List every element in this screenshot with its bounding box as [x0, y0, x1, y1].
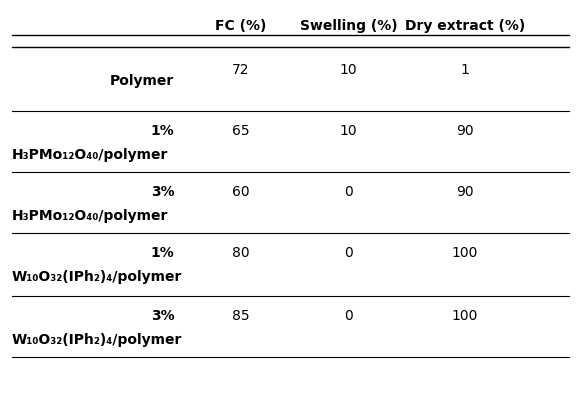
Text: 100: 100 — [451, 246, 478, 260]
Text: 90: 90 — [456, 124, 474, 138]
Text: W₁₀O₃₂(IPh₂)₄/polymer: W₁₀O₃₂(IPh₂)₄/polymer — [12, 270, 182, 284]
Text: 1%: 1% — [150, 246, 174, 260]
Text: 0: 0 — [344, 246, 353, 260]
Text: 100: 100 — [451, 309, 478, 323]
Text: 10: 10 — [340, 124, 357, 138]
Text: 85: 85 — [232, 309, 250, 323]
Text: H₃PMo₁₂O₄₀/polymer: H₃PMo₁₂O₄₀/polymer — [12, 209, 168, 223]
Text: Swelling (%): Swelling (%) — [300, 19, 397, 33]
Text: 90: 90 — [456, 185, 474, 199]
Text: Dry extract (%): Dry extract (%) — [405, 19, 525, 33]
Text: 80: 80 — [232, 246, 250, 260]
Text: 1%: 1% — [150, 124, 174, 138]
Text: H₃PMo₁₂O₄₀/polymer: H₃PMo₁₂O₄₀/polymer — [12, 148, 168, 162]
Text: W₁₀O₃₂(IPh₂)₄/polymer: W₁₀O₃₂(IPh₂)₄/polymer — [12, 333, 182, 347]
Text: 3%: 3% — [150, 185, 174, 199]
Text: 65: 65 — [232, 124, 250, 138]
Text: Polymer: Polymer — [110, 74, 174, 88]
Text: 3%: 3% — [150, 309, 174, 323]
Text: FC (%): FC (%) — [216, 19, 267, 33]
Text: 10: 10 — [340, 63, 357, 77]
Text: 1: 1 — [460, 63, 469, 77]
Text: 0: 0 — [344, 185, 353, 199]
Text: 72: 72 — [232, 63, 250, 77]
Text: 60: 60 — [232, 185, 250, 199]
Text: 0: 0 — [344, 309, 353, 323]
